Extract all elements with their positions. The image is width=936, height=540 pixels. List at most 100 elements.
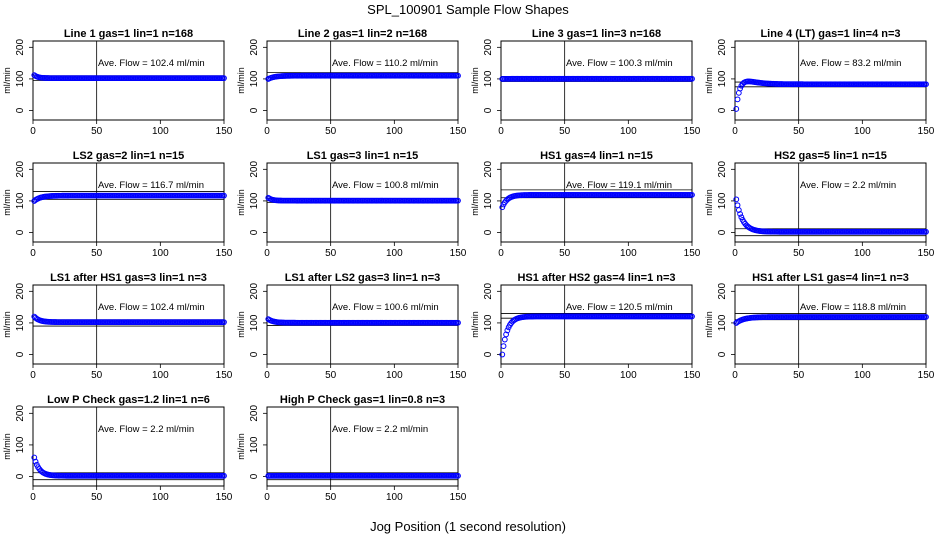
- panel-title: HS1 after HS2 gas=4 lin=1 n=3: [517, 272, 675, 284]
- y-axis-label: ml/min: [236, 67, 246, 94]
- panel-8: HS2 gas=5 lin=1 n=15 0 50 100 150 0 100 200 ml/m…: [704, 150, 935, 259]
- y-tick-label: 0: [717, 107, 728, 113]
- plot-frame: [266, 40, 459, 121]
- y-tick-label: 100: [249, 436, 260, 453]
- y-axis-label: ml/min: [236, 433, 246, 460]
- y-axis-label: ml/min: [470, 311, 480, 338]
- y-tick-label: 0: [717, 229, 728, 235]
- data-point: [689, 191, 695, 198]
- x-tick-label: 50: [793, 370, 805, 381]
- figure-x-axis-label: Jog Position (1 second resolution): [370, 519, 566, 534]
- data-point: [734, 202, 741, 209]
- panel-title: LS1 gas=3 lin=1 n=15: [307, 150, 419, 162]
- data-series: [31, 313, 227, 326]
- x-tick-label: 0: [498, 126, 504, 137]
- panel-title: LS1 after HS1 gas=3 lin=1 n=3: [50, 272, 207, 284]
- panel-6: LS1 gas=3 lin=1 n=15 0 50 100 150 0 100 200 ml/m…: [236, 150, 467, 259]
- average-flow-annotation: Ave. Flow = 2.2 ml/min: [332, 424, 428, 435]
- x-tick-label: 100: [620, 248, 637, 259]
- y-tick-label: 200: [717, 161, 728, 178]
- average-flow-annotation: Ave. Flow = 83.2 ml/min: [800, 58, 901, 69]
- panel-title: Low P Check gas=1.2 lin=1 n=6: [47, 394, 210, 406]
- x-tick-label: 100: [386, 248, 403, 259]
- x-tick-label: 100: [620, 370, 637, 381]
- x-tick-label: 50: [91, 492, 103, 503]
- plot-frame: [266, 406, 459, 487]
- data-series: [265, 194, 461, 204]
- y-tick-label: 200: [15, 283, 26, 300]
- data-point: [689, 75, 695, 82]
- y-tick-label: 200: [249, 161, 260, 178]
- data-point: [499, 351, 506, 358]
- x-tick-label: 50: [793, 248, 805, 259]
- data-point: [735, 207, 742, 213]
- panel-title: LS2 gas=2 lin=1 n=15: [73, 150, 185, 162]
- y-tick-label: 100: [483, 70, 494, 87]
- plot-frame: [32, 406, 225, 487]
- y-tick-label: 200: [15, 39, 26, 56]
- y-axis-label: ml/min: [236, 189, 246, 216]
- x-tick-label: 150: [450, 248, 467, 259]
- panel-12: HS1 after LS1 gas=4 lin=1 n=3 0 50 100 150 0 1…: [704, 272, 935, 381]
- x-tick-label: 0: [498, 248, 504, 259]
- x-tick-label: 0: [30, 248, 36, 259]
- x-tick-label: 150: [450, 126, 467, 137]
- data-point: [737, 85, 743, 92]
- panel-title: LS1 after LS2 gas=3 lin=1 n=3: [285, 272, 441, 284]
- x-tick-label: 100: [386, 492, 403, 503]
- x-tick-label: 0: [264, 248, 270, 259]
- y-tick-label: 0: [249, 351, 260, 357]
- data-point: [499, 204, 506, 211]
- x-tick-label: 150: [216, 248, 233, 259]
- y-tick-label: 200: [249, 405, 260, 422]
- y-tick-label: 200: [15, 405, 26, 422]
- x-tick-label: 0: [732, 126, 738, 137]
- y-tick-label: 0: [483, 107, 494, 113]
- data-series: [733, 78, 929, 112]
- y-axis-label: ml/min: [704, 67, 714, 94]
- panel-5: LS2 gas=2 lin=1 n=15 0 50 100 150 0 100 200 ml/m…: [2, 150, 233, 259]
- y-tick-label: 200: [15, 161, 26, 178]
- y-tick-label: 100: [15, 70, 26, 87]
- data-series: [499, 191, 695, 211]
- panel-title: Line 4 (LT) gas=1 lin=4 n=3: [760, 28, 900, 40]
- y-tick-label: 100: [249, 314, 260, 331]
- y-tick-label: 100: [15, 314, 26, 331]
- data-point: [923, 228, 929, 235]
- data-series: [499, 313, 695, 358]
- x-tick-label: 50: [559, 126, 571, 137]
- x-tick-label: 150: [450, 370, 467, 381]
- x-tick-label: 150: [684, 370, 701, 381]
- plot-frame: [734, 284, 927, 365]
- data-series: [733, 196, 929, 235]
- average-flow-annotation: Ave. Flow = 100.3 ml/min: [566, 58, 673, 69]
- data-series: [499, 75, 695, 82]
- x-tick-label: 100: [854, 248, 871, 259]
- y-tick-label: 0: [15, 107, 26, 113]
- y-tick-label: 200: [483, 283, 494, 300]
- panels-grid: Line 1 gas=1 lin=1 n=168 0 50 100 150 0 100 200…: [2, 28, 935, 503]
- data-series: [733, 314, 929, 326]
- x-tick-label: 50: [325, 248, 337, 259]
- panel-13: Low P Check gas=1.2 lin=1 n=6 0 50 100 150 0 1…: [2, 394, 233, 503]
- y-tick-label: 100: [15, 192, 26, 209]
- plot-frame: [500, 162, 693, 243]
- average-flow-annotation: Ave. Flow = 2.2 ml/min: [98, 424, 194, 435]
- plot-frame: [500, 284, 693, 365]
- panel-9: LS1 after HS1 gas=3 lin=1 n=3 0 50 100 150 0 1…: [2, 272, 233, 381]
- data-point: [733, 106, 740, 112]
- data-series: [265, 72, 461, 82]
- data-series: [265, 316, 461, 326]
- average-flow-annotation: Ave. Flow = 100.8 ml/min: [332, 180, 439, 191]
- data-point: [455, 319, 461, 326]
- data-series: [31, 454, 227, 479]
- x-tick-label: 50: [325, 370, 337, 381]
- x-tick-label: 150: [216, 126, 233, 137]
- x-tick-label: 150: [684, 126, 701, 137]
- panel-title: Line 3 gas=1 lin=3 n=168: [532, 28, 661, 40]
- data-point: [221, 319, 227, 326]
- average-flow-annotation: Ave. Flow = 118.8 ml/min: [800, 302, 906, 313]
- x-tick-label: 50: [325, 492, 337, 503]
- y-tick-label: 0: [15, 473, 26, 479]
